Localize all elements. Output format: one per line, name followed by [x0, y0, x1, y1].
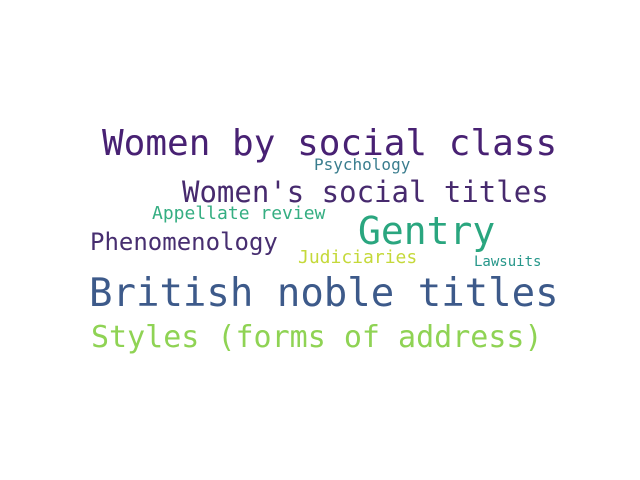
word-judiciaries: Judiciaries — [298, 247, 418, 268]
word-styles-forms-of-address: Styles (forms of address) — [91, 320, 543, 355]
word-women-by-social-class: Women by social class — [102, 123, 558, 164]
word-phenomenology: Phenomenology — [90, 228, 278, 256]
word-psychology: Psychology — [314, 155, 411, 174]
word-lawsuits: Lawsuits — [474, 254, 542, 270]
word-womens-social-titles: Women's social titles — [182, 175, 549, 209]
word-british-noble-titles: British noble titles — [89, 271, 559, 316]
word-gentry: Gentry — [358, 209, 496, 253]
word-appellate-review: Appellate review — [152, 203, 326, 224]
